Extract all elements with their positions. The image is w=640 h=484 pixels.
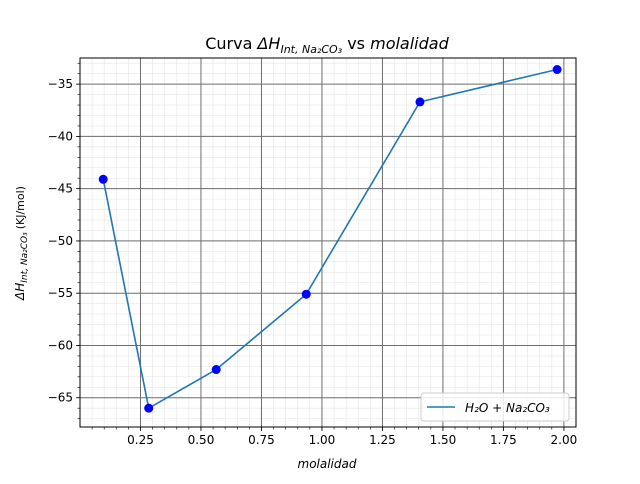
legend-entry-label: H₂O + Na₂CO₃ xyxy=(465,401,550,415)
y-axis-label: ΔHInt, Na₂CO₃(KJ/mol) xyxy=(13,186,30,301)
x-tick-label: 1.25 xyxy=(369,433,396,447)
y-tick-label: −55 xyxy=(48,286,73,300)
major-grid xyxy=(80,58,576,427)
y-tick-label: −50 xyxy=(48,234,73,248)
x-axis: 0.25 0.50 0.75 1.00 1.25 1.50 1.75 2.00 xyxy=(91,427,578,447)
x-tick-label: 1.00 xyxy=(309,433,336,447)
data-point xyxy=(144,403,154,413)
data-point xyxy=(415,97,425,107)
series-layer xyxy=(98,64,562,413)
x-tick-label: 0.25 xyxy=(127,433,154,447)
data-point xyxy=(98,174,108,184)
y-tick-label: −35 xyxy=(48,77,73,91)
series-line xyxy=(102,68,558,409)
y-tick-label: −60 xyxy=(48,338,73,352)
data-point xyxy=(301,289,311,299)
x-tick-label: 1.50 xyxy=(430,433,457,447)
x-tick-label: 2.00 xyxy=(551,433,578,447)
y-axis: −65 −60 −55 −50 −45 −40 −35 xyxy=(48,62,80,419)
y-tick-label: −40 xyxy=(48,129,73,143)
data-point xyxy=(211,365,221,375)
x-axis-label: molalidad xyxy=(298,457,357,471)
legend: H₂O + Na₂CO₃ xyxy=(420,392,570,422)
x-tick-label: 0.75 xyxy=(248,433,275,447)
y-tick-label: −45 xyxy=(48,182,73,196)
chart-title: Curva ΔHInt, Na₂CO₃ vs molalidad xyxy=(205,34,449,56)
y-tick-label: −65 xyxy=(48,391,73,405)
plot-area xyxy=(79,57,577,428)
x-tick-label: 0.50 xyxy=(188,433,215,447)
x-tick-label: 1.75 xyxy=(490,433,517,447)
data-point xyxy=(552,64,562,74)
legend-box xyxy=(420,392,570,422)
